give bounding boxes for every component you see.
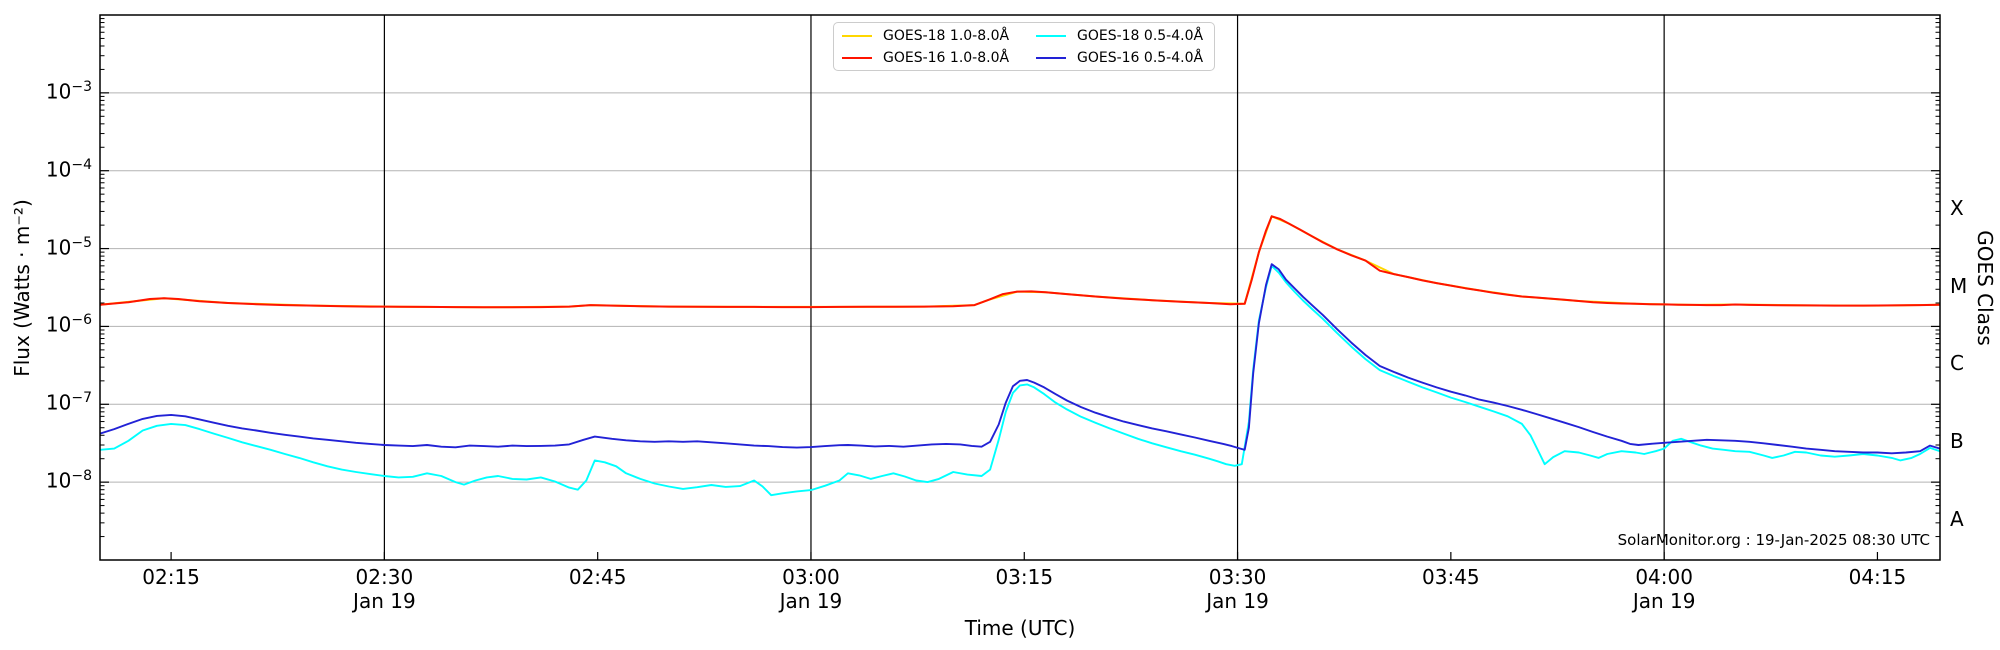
series-line-2-short — [100, 264, 1940, 497]
plot-border — [99, 14, 1941, 561]
series-line-3-short — [100, 263, 1940, 455]
series-line-1-long — [100, 215, 1940, 309]
